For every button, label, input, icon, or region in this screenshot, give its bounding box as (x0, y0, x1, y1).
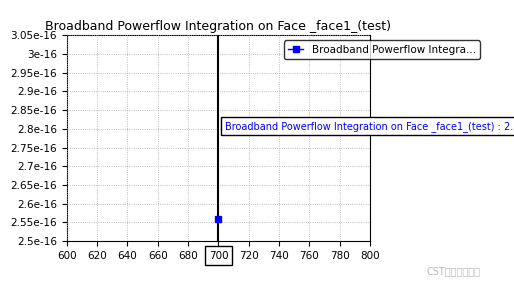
Text: Broadband Powerflow Integration on Face _face1_(test) : 2.5603221e-16: Broadband Powerflow Integration on Face … (225, 121, 514, 132)
Title: Broadband Powerflow Integration on Face _face1_(test): Broadband Powerflow Integration on Face … (45, 20, 392, 33)
Text: CST仿真专家之路: CST仿真专家之路 (427, 266, 481, 276)
Legend: Broadband Powerflow Integra...: Broadband Powerflow Integra... (284, 41, 480, 59)
